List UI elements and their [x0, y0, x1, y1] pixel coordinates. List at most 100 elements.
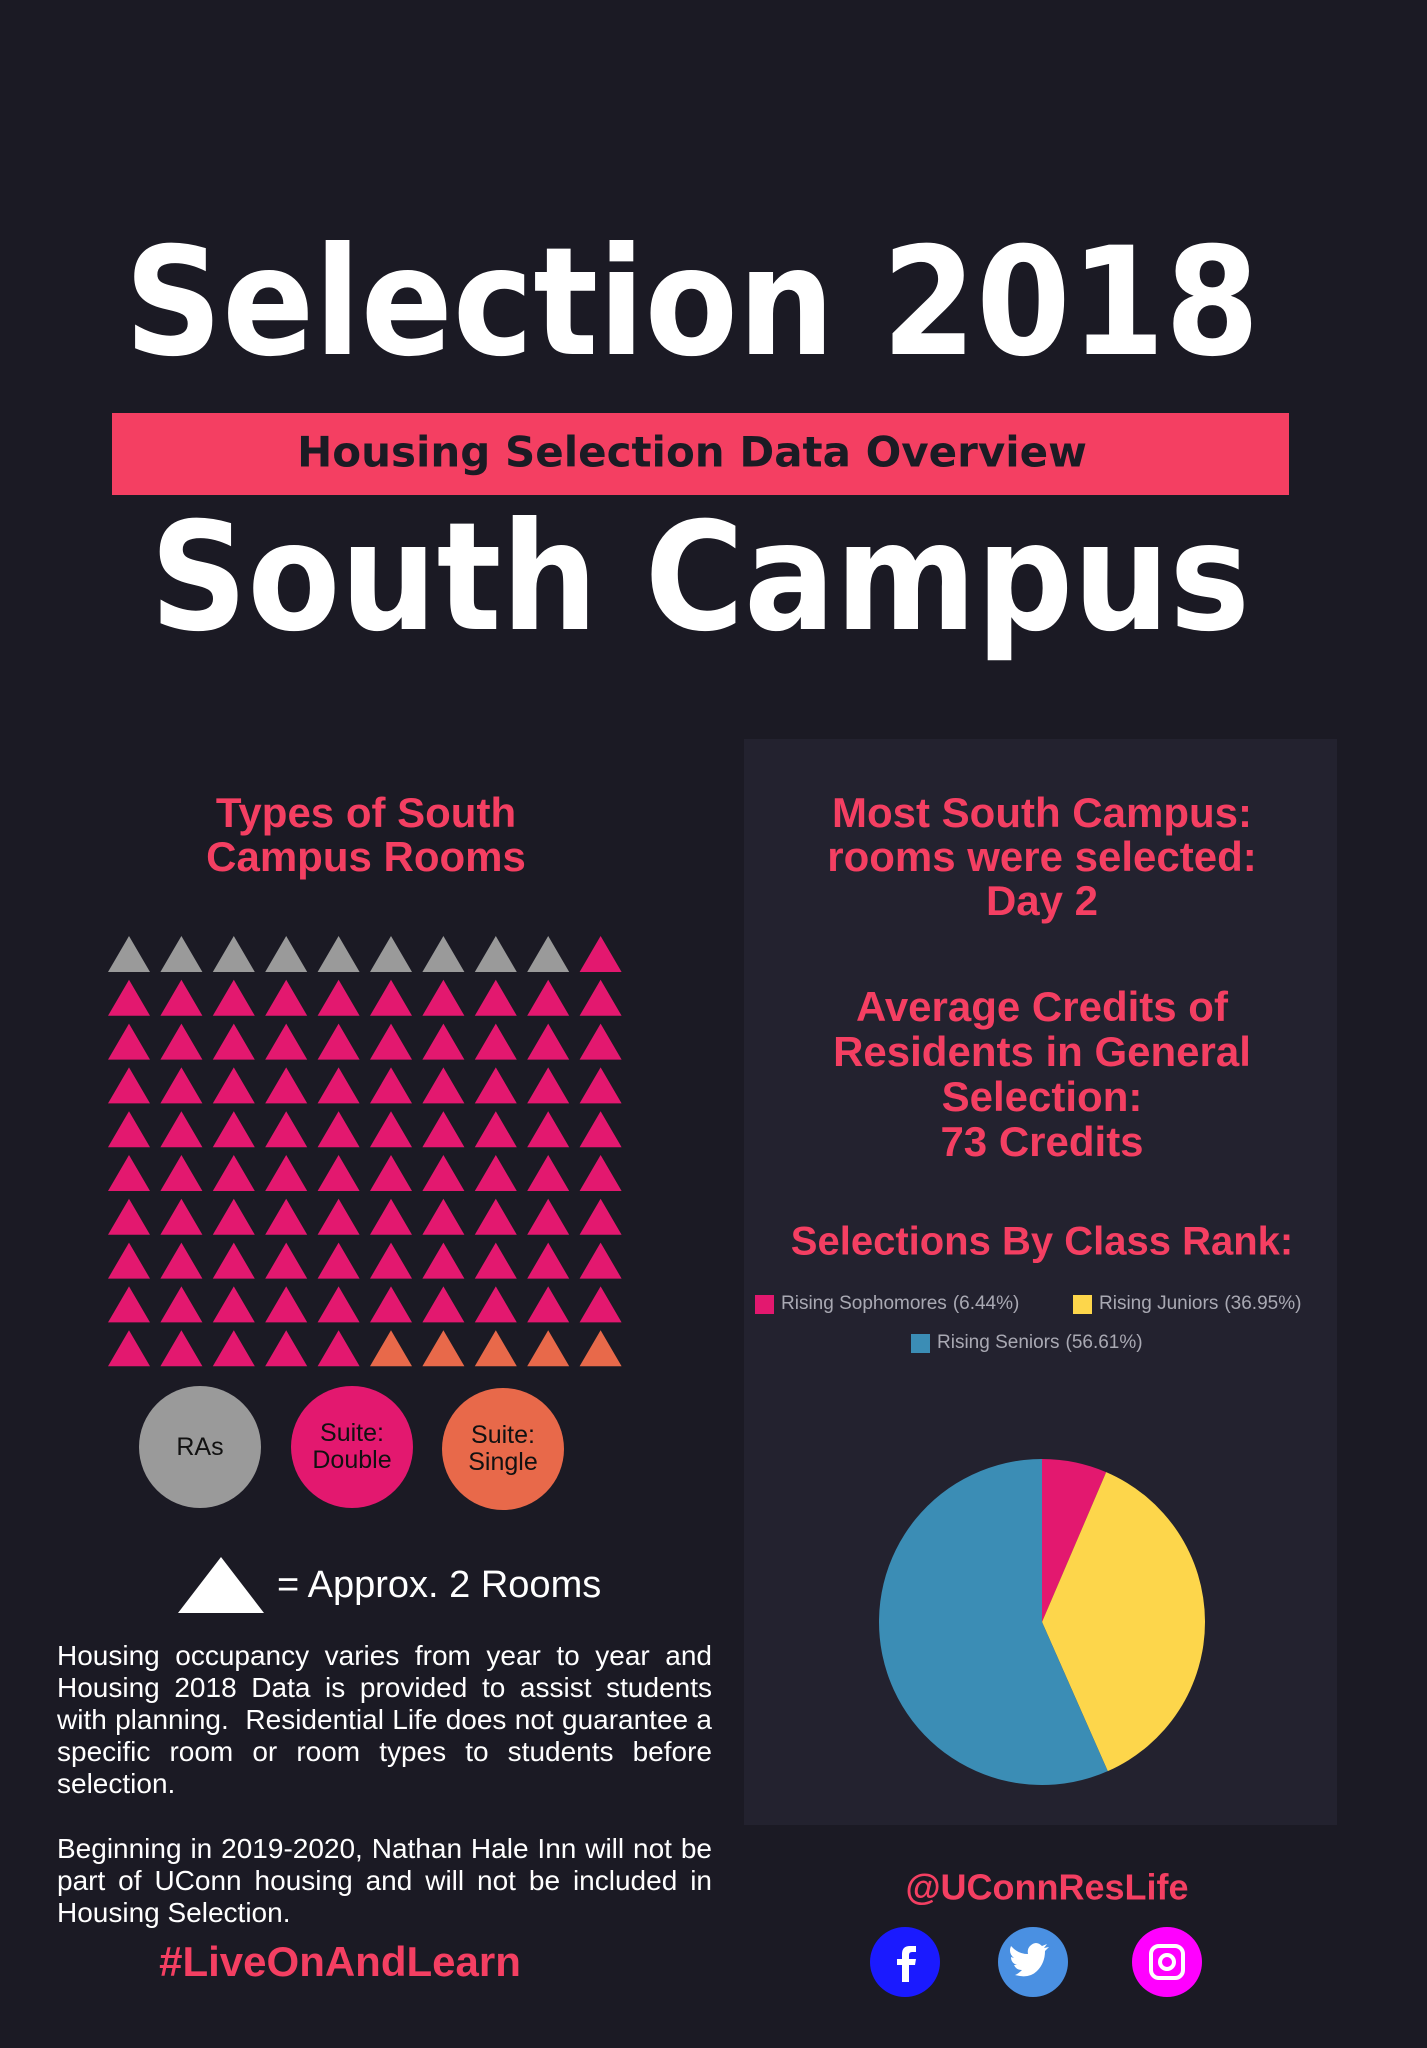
note: Beginning in 2019-2020, Nathan Hale Inn …	[57, 1833, 720, 1928]
legend-swatch	[1073, 1295, 1092, 1314]
legend-circle: Suite: Double	[291, 1386, 413, 1508]
legend-name: Rising Sophomores	[781, 1293, 947, 1314]
fact-heading: rooms were selected:	[827, 833, 1257, 880]
legend-entry: Rising Seniors (56.61%)	[937, 1332, 1143, 1353]
waffle-unit	[579, 1111, 622, 1148]
waffle-unit	[579, 1023, 622, 1060]
legend-entry: Rising Sophomores (6.44%)	[781, 1293, 1019, 1314]
section-heading: Types of South	[216, 789, 516, 836]
waffle-unit	[108, 1155, 150, 1191]
waffle-unit	[265, 1330, 308, 1367]
fact-heading: Average Credits of	[856, 983, 1229, 1030]
fact-heading: 73 Credits	[940, 1118, 1143, 1165]
waffle-unit	[265, 1023, 308, 1060]
waffle-unit	[212, 1111, 255, 1148]
instagram-lens	[1158, 1953, 1176, 1971]
unit-triangle	[178, 1557, 264, 1613]
waffle-unit	[474, 1286, 517, 1323]
waffle-unit	[108, 1023, 150, 1060]
waffle-unit	[579, 1330, 622, 1367]
legend-swatch	[911, 1334, 930, 1353]
waffle-unit	[579, 1155, 622, 1191]
pie-slice	[1042, 1459, 1107, 1622]
waffle-unit	[579, 1286, 622, 1323]
waffle-unit	[212, 1067, 255, 1104]
legend-swatch	[755, 1295, 774, 1314]
waffle-unit	[579, 1198, 622, 1235]
waffle-unit	[422, 1067, 465, 1104]
waffle-unit	[265, 936, 308, 972]
pie-slice	[878, 1459, 1108, 1785]
waffle-unit	[370, 979, 412, 1016]
waffle-unit	[370, 1155, 412, 1191]
waffle-unit	[527, 1155, 570, 1191]
waffle-unit	[108, 1198, 150, 1235]
waffle-unit	[160, 936, 203, 972]
waffle-unit	[317, 1111, 360, 1148]
waffle-unit	[370, 1111, 412, 1148]
title: Selection 2018	[125, 216, 1260, 390]
legend-circle: RAs	[139, 1386, 261, 1508]
facebook-glyph	[897, 1946, 916, 1982]
waffle-unit	[527, 1023, 570, 1060]
legend-label: Suite: Single	[468, 1421, 538, 1476]
legend-label: RAs	[176, 1432, 224, 1461]
instagram-icon[interactable]	[1132, 1927, 1202, 1997]
waffle-unit	[108, 1330, 150, 1367]
waffle-unit	[160, 1198, 203, 1235]
waffle-unit	[422, 1242, 465, 1279]
waffle-unit	[212, 936, 255, 972]
campus-title: South Campus	[150, 491, 1250, 665]
waffle-unit	[422, 979, 465, 1016]
waffle-unit	[317, 1023, 360, 1060]
waffle-unit	[370, 1330, 412, 1367]
waffle-unit	[160, 1155, 203, 1191]
subtitle-band	[112, 413, 1289, 495]
waffle-unit	[370, 1198, 412, 1235]
waffle-unit	[108, 1111, 150, 1148]
waffle-unit	[212, 1330, 255, 1367]
fact-heading: Residents in General	[833, 1028, 1251, 1075]
legend-value: (56.61%)	[1066, 1332, 1143, 1353]
waffle-unit	[370, 936, 412, 972]
unit-label: = Approx. 2 Rooms	[277, 1564, 601, 1606]
pie-title: Selections By Class Rank:	[791, 1220, 1293, 1264]
waffle-unit	[579, 936, 622, 972]
legend-circle: Suite: Single	[442, 1388, 564, 1510]
handle: @UConnResLife	[905, 1867, 1188, 1908]
waffle-unit	[474, 979, 517, 1016]
waffle-unit	[527, 1286, 570, 1323]
waffle-unit	[422, 1330, 465, 1367]
legend-name: Rising Seniors	[937, 1332, 1060, 1353]
waffle-unit	[579, 1067, 622, 1104]
waffle-unit	[422, 1198, 465, 1235]
waffle-unit	[212, 979, 255, 1016]
waffle-unit	[108, 936, 150, 972]
hashtag: #LiveOnAndLearn	[159, 1938, 521, 1985]
waffle-unit	[422, 1286, 465, 1323]
legend-entry: Rising Juniors (36.95%)	[1099, 1293, 1301, 1314]
fact-heading: Most South Campus:	[832, 789, 1252, 836]
waffle-unit	[474, 1198, 517, 1235]
twitter-glyph	[1010, 1943, 1049, 1977]
waffle-unit	[317, 936, 360, 972]
legend-value: (6.44%)	[953, 1293, 1020, 1314]
waffle-unit	[265, 1111, 308, 1148]
waffle-unit	[422, 936, 465, 972]
legend-name: Rising Juniors	[1099, 1293, 1218, 1314]
waffle-unit	[265, 979, 308, 1016]
waffle-unit	[527, 1111, 570, 1148]
legend-label: Suite: Double	[312, 1419, 392, 1474]
waffle-unit	[474, 1067, 517, 1104]
waffle-unit	[160, 1330, 203, 1367]
waffle-unit	[317, 1330, 360, 1367]
waffle-unit	[370, 1023, 412, 1060]
legend-value: (36.95%)	[1224, 1293, 1301, 1314]
waffle-unit	[527, 1330, 570, 1367]
waffle-unit	[579, 979, 622, 1016]
waffle-unit	[317, 1242, 360, 1279]
waffle-unit	[474, 936, 517, 972]
waffle-unit	[317, 1067, 360, 1104]
